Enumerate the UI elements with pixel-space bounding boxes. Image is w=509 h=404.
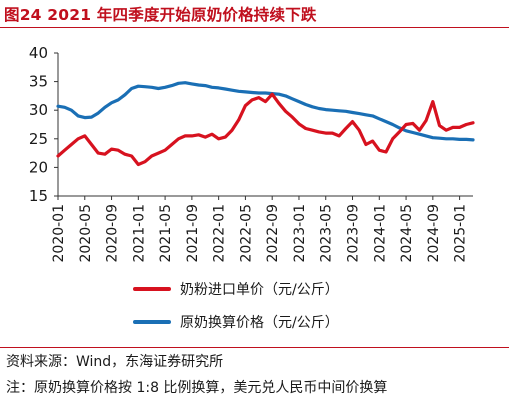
x-tick-label: 2024-05 — [399, 204, 415, 263]
y-tick-label: 15 — [29, 187, 48, 205]
x-tick-label: 2022-01 — [212, 204, 228, 263]
legend-swatch-milk-powder — [133, 287, 171, 291]
series-line-raw-milk-converted-price — [56, 81, 475, 142]
title-underline — [0, 27, 509, 28]
legend-label-milk-powder: 奶粉进口单价（元/公斤） — [180, 282, 339, 298]
source-note: 资料来源：Wind，东海证券研究所 — [6, 354, 224, 370]
x-tick-label: 2023-05 — [319, 204, 335, 263]
x-tick-label: 2023-09 — [346, 204, 362, 263]
x-tick-label: 2020-09 — [105, 204, 121, 263]
x-tick-label: 2022-05 — [238, 204, 254, 262]
y-tick-label: 25 — [29, 130, 48, 148]
legend-label-raw-milk: 原奶换算价格（元/公斤） — [180, 315, 339, 331]
x-tick-label: 2023-01 — [292, 204, 308, 263]
y-tick-label: 40 — [29, 44, 48, 62]
x-tick-label: 2024-09 — [426, 204, 442, 263]
x-tick-label: 2021-05 — [158, 204, 174, 263]
source-divider — [0, 347, 509, 348]
y-tick-label: 35 — [29, 73, 48, 91]
line-chart: 15 20 25 30 35 40 2020-01 2020-05 2020-09 2021-01… — [29, 44, 475, 263]
x-tick-label: 2020-05 — [78, 204, 94, 263]
footnote: 注：原奶换算价格按 1:8 比例换算，美元兑人民币中间价换算 — [6, 380, 388, 396]
x-tick-label: 2021-01 — [131, 204, 147, 263]
x-tick-label: 2020-01 — [51, 204, 67, 263]
legend-item-raw-milk: 原奶换算价格（元/公斤） — [133, 312, 339, 332]
y-tick-label: 20 — [29, 158, 48, 176]
legend-swatch-raw-milk — [133, 320, 171, 324]
x-tick-label: 2024-01 — [372, 204, 388, 263]
figure-title: 图24 2021 年四季度开始原奶价格持续下跌 — [4, 6, 317, 24]
y-tick-label: 30 — [29, 101, 48, 119]
legend-item-milk-powder: 奶粉进口单价（元/公斤） — [133, 279, 339, 299]
x-tick-label: 2022-09 — [265, 204, 281, 263]
series-line-milk-powder-import-price — [56, 92, 475, 167]
x-tick-label: 2021-09 — [185, 204, 201, 263]
x-tick-label: 2025-01 — [453, 204, 469, 263]
